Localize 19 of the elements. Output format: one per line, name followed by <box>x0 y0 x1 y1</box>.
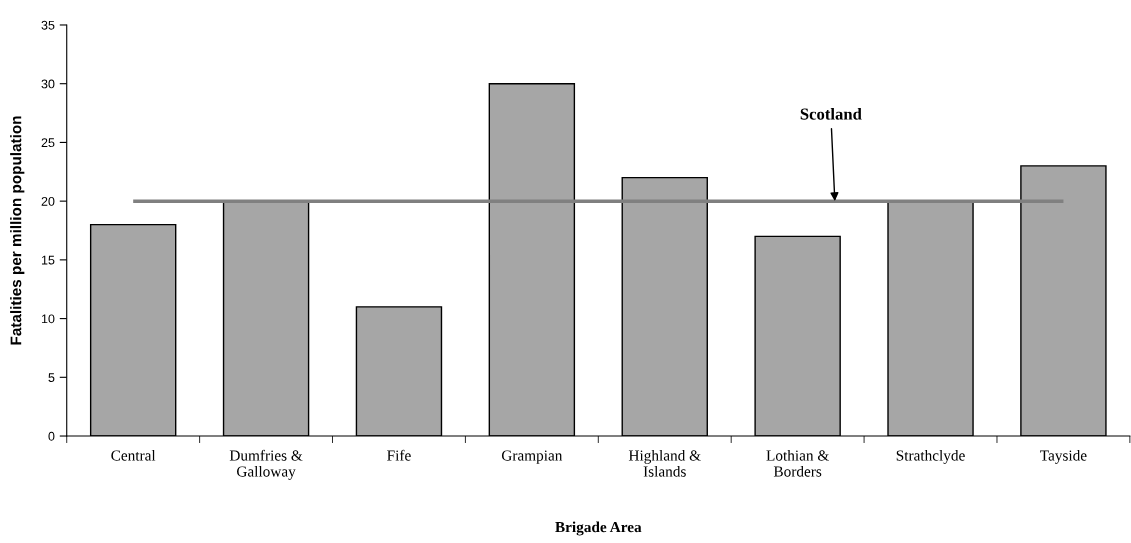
y-tick-label: 10 <box>41 314 55 324</box>
y-axis-title: Fatalities per million population <box>10 116 25 345</box>
y-tick-label: 5 <box>48 373 55 382</box>
x-tick-label: Grampian <box>501 450 563 464</box>
y-tick-label: 35 <box>41 20 55 30</box>
x-tick-label: Strathclyde <box>896 449 965 464</box>
y-tick-label: 0 <box>48 431 55 441</box>
x-tick-label: Central <box>111 449 156 461</box>
y-tick-label: 20 <box>41 196 55 206</box>
y-tick-label: 15 <box>41 255 55 265</box>
ref-line-label: Scotland <box>800 107 862 120</box>
x-tick-label: Tayside <box>1040 449 1087 464</box>
y-tick-label: 30 <box>41 79 55 89</box>
x-tick-label: Dumfries & Galloway <box>229 449 303 480</box>
y-tick-label: 25 <box>41 138 55 148</box>
x-tick-label: Fife <box>387 449 411 461</box>
x-tick-label: Highland & Islands <box>628 449 701 477</box>
x-tick-label: Lothian & Borders <box>766 449 829 477</box>
x-axis-title: Brigade Area <box>555 521 642 536</box>
